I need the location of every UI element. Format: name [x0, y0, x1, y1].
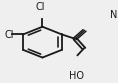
- Text: N: N: [110, 10, 117, 20]
- Text: Cl: Cl: [4, 30, 14, 40]
- Text: HO: HO: [69, 71, 84, 81]
- Text: Cl: Cl: [36, 2, 45, 12]
